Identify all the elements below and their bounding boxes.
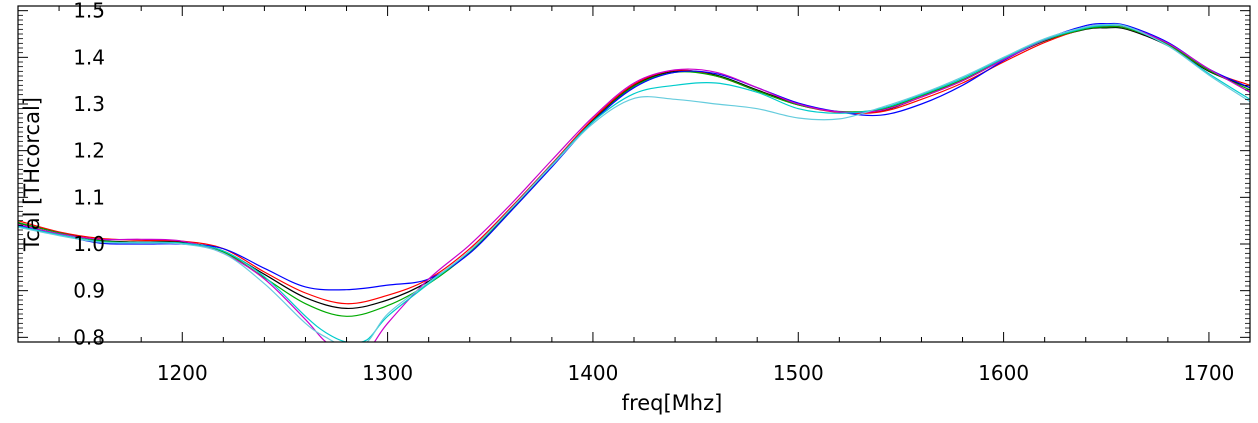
tick-labels-layer: 1200 1300 1400 1500 1600 1700 0.8 0.9 1.0 1.1 1.2 1…: [73, 0, 1234, 385]
series-line-5: [18, 24, 1250, 342]
series-line-4: [18, 22, 1250, 291]
series-layer: [18, 22, 1250, 342]
x-tick-label: 1700: [1183, 361, 1234, 385]
series-line-3: [18, 25, 1250, 317]
y-tick-label: 1.2: [73, 139, 105, 163]
series-line-7: [18, 23, 1250, 342]
series-line-2: [18, 25, 1250, 305]
series-line-1: [18, 26, 1250, 310]
y-tick-label: 1.0: [73, 232, 105, 256]
x-tick-label: 1400: [567, 361, 618, 385]
x-axis-title: freq[Mhz]: [622, 391, 723, 415]
series-line-6: [18, 24, 1250, 342]
y-tick-label: 1.3: [73, 92, 105, 116]
y-tick-label: 1.5: [73, 0, 105, 23]
ticks-layer: [17, 5, 1251, 343]
x-tick-label: 1500: [773, 361, 824, 385]
y-tick-label: 0.9: [73, 279, 105, 303]
x-tick-label: 1600: [978, 361, 1029, 385]
x-tick-label: 1200: [157, 361, 208, 385]
plot-frame: [17, 5, 1251, 343]
y-axis-title: Tcal [THcorcal]: [20, 97, 44, 252]
y-tick-label: 1.4: [73, 45, 105, 69]
y-tick-label: 0.8: [73, 325, 105, 349]
x-tick-label: 1300: [362, 361, 413, 385]
y-tick-label: 1.1: [73, 185, 105, 209]
